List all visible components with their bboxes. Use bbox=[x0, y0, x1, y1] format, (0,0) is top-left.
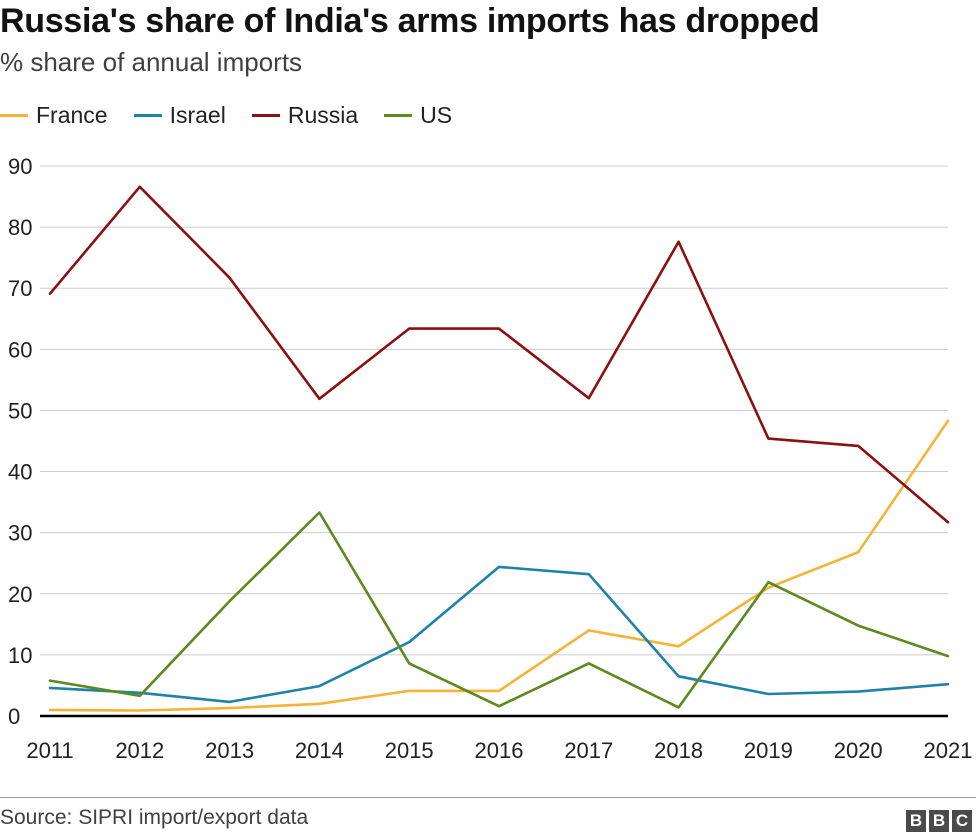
x-tick-label: 2018 bbox=[654, 738, 703, 763]
bbc-logo-letter: C bbox=[952, 810, 972, 832]
y-tick-label: 40 bbox=[8, 460, 32, 485]
y-tick-label: 10 bbox=[8, 643, 32, 668]
x-tick-label: 2019 bbox=[744, 738, 793, 763]
x-tick-label: 2011 bbox=[26, 738, 73, 763]
legend-swatch-israel bbox=[133, 114, 162, 117]
bbc-logo-letter: B bbox=[929, 810, 949, 832]
series-line-france bbox=[48, 419, 950, 712]
x-tick-label: 2014 bbox=[295, 738, 344, 763]
y-tick-label: 90 bbox=[8, 154, 32, 179]
bbc-logo: B B C bbox=[903, 810, 972, 832]
legend-item-us: US bbox=[384, 102, 452, 129]
x-tick-label: 2021 bbox=[924, 738, 973, 763]
legend-swatch-russia bbox=[251, 114, 280, 117]
chart-subtitle: % share of annual imports bbox=[0, 47, 303, 77]
source-note: Source: SIPRI import/export data bbox=[0, 806, 309, 829]
x-tick-label: 2015 bbox=[385, 738, 434, 763]
x-tick-label: 2020 bbox=[834, 738, 883, 763]
y-tick-label: 20 bbox=[8, 582, 32, 607]
series-line-israel bbox=[48, 565, 950, 704]
legend-label-us: US bbox=[420, 102, 453, 128]
y-tick-label: 70 bbox=[8, 276, 32, 301]
legend-label-russia: Russia bbox=[287, 102, 359, 128]
y-tick-label: 30 bbox=[8, 521, 32, 546]
footer-divider bbox=[0, 797, 976, 798]
y-tick-label: 50 bbox=[8, 398, 32, 423]
chart-legend: France Israel Russia US bbox=[0, 102, 478, 129]
y-tick-label: 0 bbox=[8, 704, 20, 729]
bbc-logo-letter: B bbox=[906, 810, 926, 832]
legend-label-israel: Israel bbox=[169, 102, 226, 128]
x-tick-label: 2013 bbox=[205, 738, 254, 763]
chart-title: Russia's share of India's arms imports h… bbox=[0, 2, 820, 40]
x-tick-label: 2016 bbox=[475, 738, 524, 763]
series-line-russia bbox=[48, 185, 950, 524]
y-tick-label: 60 bbox=[8, 337, 32, 362]
x-tick-label: 2012 bbox=[115, 738, 164, 763]
legend-item-israel: Israel bbox=[133, 102, 226, 129]
legend-item-france: France bbox=[0, 102, 108, 129]
series-line-us bbox=[48, 511, 950, 709]
legend-item-russia: Russia bbox=[251, 102, 359, 129]
x-tick-label: 2017 bbox=[564, 738, 613, 763]
legend-swatch-france bbox=[0, 114, 28, 117]
legend-label-france: France bbox=[36, 102, 108, 128]
line-chart: 0 10 20 30 40 50 60 70 80 90 2011 2012 2013 2014 2015 2… bbox=[8, 154, 973, 763]
legend-swatch-us bbox=[384, 114, 413, 117]
y-tick-label: 80 bbox=[8, 215, 32, 240]
